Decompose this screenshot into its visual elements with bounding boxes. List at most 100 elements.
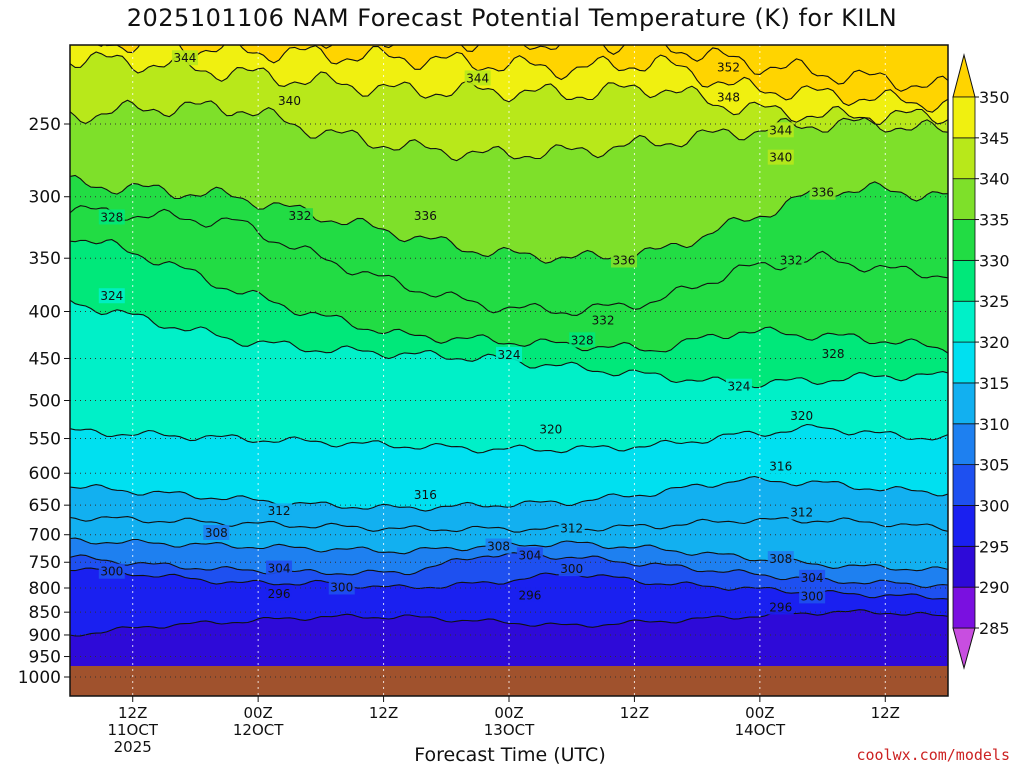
contour-label-bg: [809, 184, 836, 200]
colorbar-segment-295: [952, 505, 976, 547]
contour-label-text: 304: [518, 548, 541, 562]
contour-label-bg: [788, 504, 815, 520]
colorbar-label-290: 290: [979, 578, 1010, 597]
contour-label-text: 332: [288, 209, 311, 223]
contour-label-bg: [610, 252, 637, 268]
gridlines: [70, 45, 948, 696]
xtick-label-42-1: 13OCT: [484, 721, 535, 739]
band-300-304: [70, 552, 948, 600]
band-316-320: [70, 424, 948, 512]
ytick-label-900: 900: [29, 626, 61, 646]
contour-label-text: 316: [769, 460, 792, 474]
xtick-label-66-1: 14OCT: [735, 721, 786, 739]
contour-label-312-23: 312: [266, 503, 293, 519]
contour-label-text: 296: [518, 588, 541, 602]
ytick-label-750: 750: [29, 553, 61, 573]
contour-label-text: 332: [780, 253, 803, 267]
contour-line-328: [70, 239, 948, 354]
contour-label-text: 344: [769, 123, 792, 137]
contour-label-text: 300: [560, 562, 583, 576]
ytick-label-450: 450: [29, 349, 61, 369]
contour-label-text: 320: [539, 423, 562, 437]
colorbar-label-295: 295: [979, 537, 1010, 556]
contour-label-text: 312: [790, 505, 813, 519]
contour-label-text: 344: [174, 51, 197, 65]
ytick-label-650: 650: [29, 496, 61, 516]
contour-label-bg: [464, 70, 491, 86]
contour-label-bg: [767, 551, 794, 567]
contour-label-text: 344: [466, 71, 489, 85]
contour-label-324-13: 324: [98, 288, 125, 304]
colorbar-segment-330: [952, 219, 976, 261]
contour-label-bg: [767, 149, 794, 165]
band-352-360: [98, 45, 948, 92]
contour-label-332-9: 332: [286, 208, 313, 224]
contour-label-300-32: 300: [558, 561, 585, 577]
band-296-300: [70, 568, 948, 636]
contour-label-bg: [98, 209, 125, 225]
band-328-332: [70, 205, 948, 354]
contour-label-text: 324: [498, 348, 521, 362]
contour-label-308-27: 308: [485, 538, 512, 554]
contour-label-328-15: 328: [569, 332, 596, 348]
contour-label-312-25: 312: [788, 504, 815, 520]
colorbar-label-340: 340: [979, 170, 1010, 189]
contour-label-bg: [799, 588, 826, 604]
contour-label-300-30: 300: [98, 563, 125, 579]
contour-label-bg: [537, 421, 564, 437]
xtick-label-42-0: 00Z: [494, 704, 523, 722]
colorbar-label-325: 325: [979, 292, 1010, 311]
band-304-308: [70, 538, 948, 588]
ytick-label-500: 500: [29, 392, 61, 412]
colorbar-segment-305: [952, 423, 976, 466]
contour-label-344-1: 344: [464, 70, 491, 86]
contour-label-bg: [799, 569, 826, 585]
contour-label-text: 340: [278, 94, 301, 108]
contour-line-312: [70, 516, 948, 533]
contour-label-328-17: 328: [820, 346, 847, 362]
contour-label-bg: [725, 378, 752, 394]
contour-label-320-19: 320: [537, 421, 564, 437]
contour-label-bg: [412, 208, 439, 224]
contour-label-text: 328: [100, 210, 123, 224]
contour-line-352: [96, 45, 948, 92]
contour-label-bg: [98, 563, 125, 579]
colorbar-label-350: 350: [979, 88, 1010, 107]
contour-label-bg: [715, 59, 742, 75]
contour-label-308-29: 308: [767, 551, 794, 567]
colorbar-segment-320: [952, 300, 976, 343]
contour-label-316-22: 316: [412, 487, 439, 503]
contour-label-332-12: 332: [778, 252, 805, 267]
colorbar-segment-285: [952, 586, 976, 629]
contour-label-bg: [276, 93, 303, 109]
contour-label-text: 320: [790, 409, 813, 423]
contour-line-336: [70, 174, 948, 264]
band-308-312: [70, 516, 948, 571]
xtick-label-6-0: 12Z: [118, 704, 147, 722]
contour-label-304-33: 304: [799, 569, 826, 585]
xtick-label-66-0: 00Z: [745, 704, 774, 722]
ytick-label-550: 550: [29, 430, 61, 450]
contour-label-300-34: 300: [328, 579, 355, 595]
contour-label-bg: [767, 599, 794, 615]
contour-label-text: 316: [414, 488, 437, 502]
colorbar-segment-325: [952, 259, 976, 302]
contour-label-text: 328: [822, 347, 845, 361]
ytick-label-700: 700: [29, 526, 61, 546]
contour-label-320-20: 320: [788, 408, 815, 424]
contour-label-text: 336: [613, 253, 636, 267]
band-324-328: [70, 239, 948, 388]
contour-label-336-7: 336: [809, 184, 836, 200]
contour-label-bg: [767, 122, 794, 138]
contour-label-bg: [266, 503, 293, 519]
contour-label-352-2: 352: [715, 59, 742, 75]
contour-label-348-4: 348: [715, 89, 742, 105]
colorbar-segment-340: [952, 137, 976, 180]
contour-label-bg: [558, 520, 585, 536]
contour-label-324-18: 324: [725, 378, 752, 394]
contour-label-bg: [516, 587, 543, 603]
colorbar-label-300: 300: [979, 496, 1010, 515]
contour-line-340: [70, 99, 948, 162]
